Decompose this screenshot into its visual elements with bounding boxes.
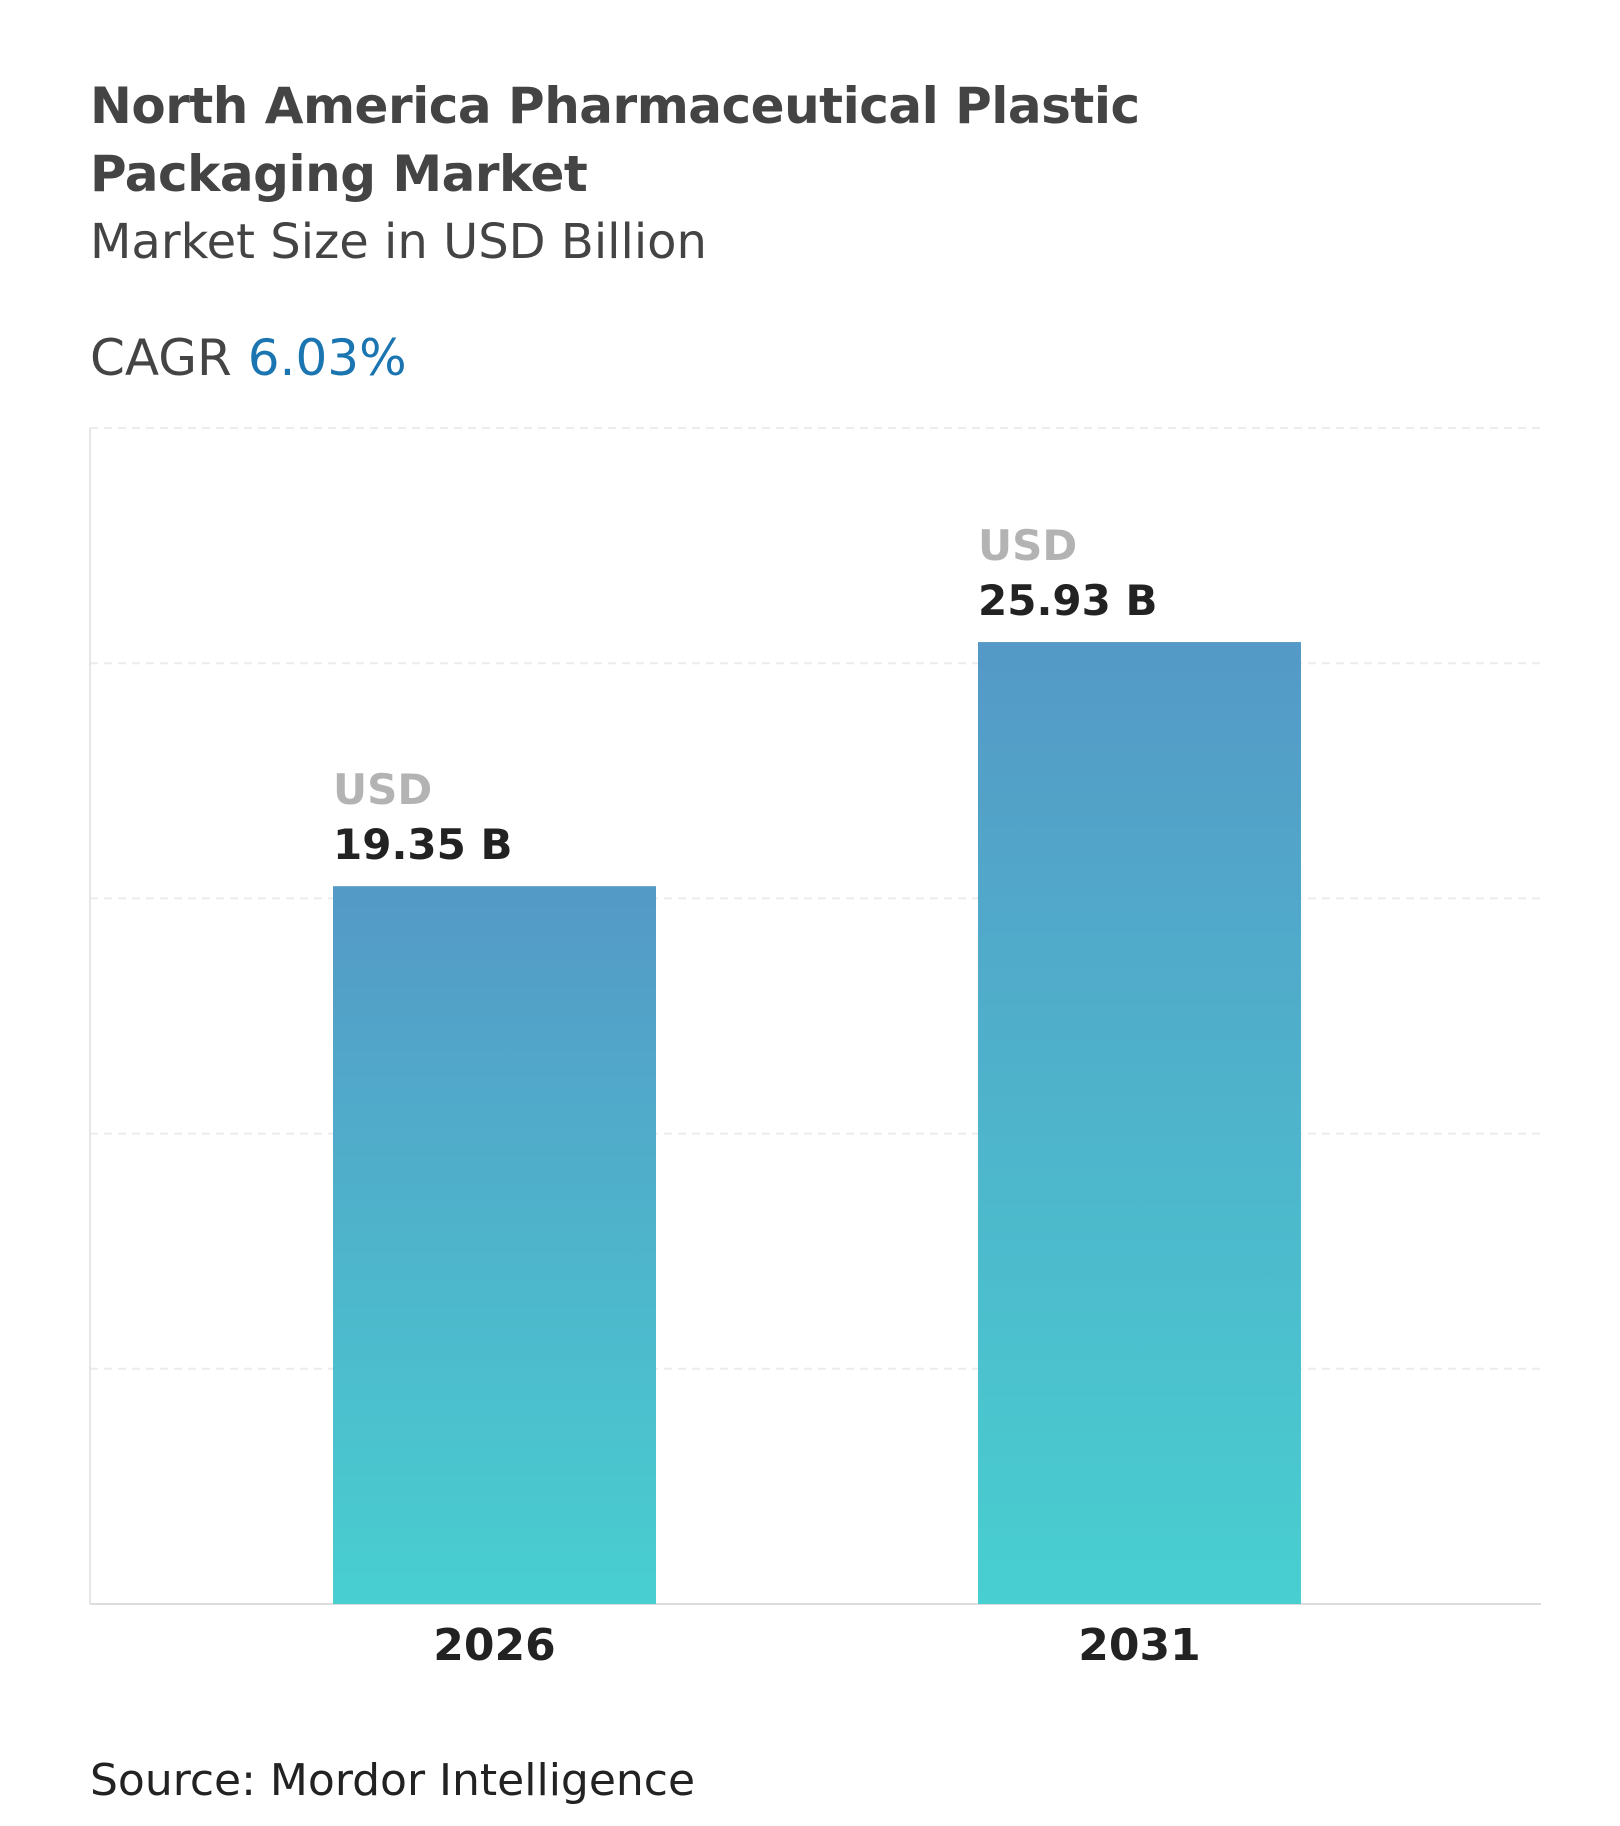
chart-subtitle: Market Size in USD Billion <box>90 214 707 270</box>
data-label-prefix: USD <box>333 765 432 814</box>
cagr-value: 6.03% <box>247 329 407 387</box>
cagr: CAGR 6.03% <box>90 326 407 390</box>
cagr-label: CAGR <box>90 329 232 387</box>
data-label-prefix: USD <box>978 521 1077 570</box>
source-note: Source: Mordor Intelligence <box>90 1755 696 1806</box>
chart-title: North America Pharmaceutical Plastic Pac… <box>90 77 1140 203</box>
data-label-value: 25.93 B <box>978 576 1157 625</box>
bar-2031 <box>978 642 1301 1604</box>
x-tick-label: 2031 <box>1078 1620 1200 1671</box>
x-tick-label: 2026 <box>433 1620 555 1671</box>
bar-2026 <box>333 886 656 1604</box>
data-label-value: 19.35 B <box>333 820 512 869</box>
